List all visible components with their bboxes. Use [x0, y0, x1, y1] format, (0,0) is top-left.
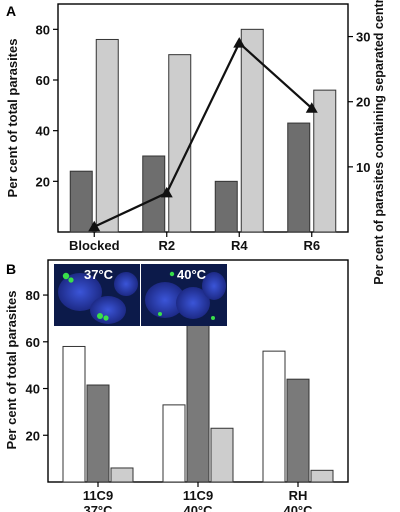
x-tick-label: R6	[303, 238, 320, 253]
y2-tick-label: 20	[356, 95, 370, 110]
y-tick-label: 20	[36, 174, 50, 189]
fluorescence-inset: 37°C 40°C	[54, 264, 227, 326]
x-tick-label: Blocked	[69, 238, 120, 253]
panel-a-y-axis-label: Per cent of total parasites	[5, 39, 20, 198]
panel-b-y-axis-label: Per cent of total parasites	[4, 291, 19, 450]
panel-b-left-axis-ticks: 20 40 60 80	[26, 288, 48, 443]
bar-b-s1-1	[186, 324, 210, 483]
inset-right-label: 40°C	[177, 267, 207, 282]
inset-centrosome-spot	[62, 272, 70, 280]
bar-b-s2-2	[310, 469, 334, 483]
bar-b-s0-2	[262, 350, 286, 483]
y-tick-label: 80	[36, 22, 50, 37]
inset-left-label: 37°C	[84, 267, 114, 282]
bar-b-s2-1	[210, 427, 234, 483]
x-tick-label: 40°C	[283, 503, 313, 512]
y-tick-label: 60	[26, 335, 40, 350]
y-tick-label: 20	[26, 428, 40, 443]
x-tick-label: RH	[289, 488, 308, 503]
bar-b-s1-2	[286, 378, 310, 483]
x-tick-label: 11C9	[183, 488, 213, 503]
inset-nucleus	[145, 282, 185, 318]
bar-b-s2-0	[110, 467, 134, 483]
inset-centrosome-spot	[68, 277, 74, 283]
inset-centrosome-spot	[97, 313, 103, 319]
panel-a-y2-axis-label: Per cent of parasites containing separat…	[372, 0, 386, 285]
bar-a-s1-1	[168, 54, 192, 233]
panel-a-x-tick-labels: Blocked R2 R4 R6	[69, 232, 320, 253]
x-tick-label: 40°C	[183, 503, 213, 512]
panel-b-bars	[62, 324, 334, 483]
bar-a-s0-2	[214, 180, 238, 233]
inset-centrosome-spot	[211, 316, 215, 320]
inset-nucleus	[90, 296, 126, 324]
panel-a-right-axis-ticks: 10 20 30	[348, 30, 370, 175]
y-tick-label: 40	[26, 382, 40, 397]
inset-nucleus	[202, 272, 226, 300]
panel-a-chart: 20 40 60 80 10 20 30 Blocked R2 R4 R6 Per cent o…	[5, 0, 386, 285]
x-tick-label: R2	[158, 238, 175, 253]
panel-a-plot-frame	[57, 3, 349, 233]
y2-tick-label: 30	[356, 30, 370, 45]
x-tick-label: 37°C	[83, 503, 113, 512]
bar-b-s0-1	[162, 404, 186, 483]
panel-a-centrosome-line	[93, 41, 313, 228]
bar-a-s0-1	[142, 155, 166, 233]
bar-a-s0-0	[69, 170, 93, 233]
line-marker-2	[233, 37, 246, 48]
y-tick-label: 40	[36, 124, 50, 139]
line-marker-1	[160, 186, 173, 198]
inset-centrosome-spot	[169, 271, 175, 277]
inset-nucleus	[114, 272, 138, 296]
bar-a-s0-3	[287, 122, 311, 233]
y2-tick-label: 10	[356, 160, 370, 175]
bar-a-s1-2	[240, 28, 264, 233]
panel-a-bars	[69, 28, 337, 233]
x-tick-label: 11C9	[83, 488, 113, 503]
panel-a-label: A	[6, 3, 16, 19]
panel-a-left-axis-ticks: 20 40 60 80	[36, 22, 58, 189]
panel-b-label: B	[6, 261, 16, 277]
bar-a-s1-0	[95, 38, 119, 233]
line-marker-3	[305, 102, 318, 113]
inset-centrosome-spot	[158, 312, 162, 316]
panel-a-line-markers	[88, 37, 318, 232]
line-marker-0	[88, 220, 101, 232]
inset-nucleus	[58, 273, 102, 311]
bar-a-s1-3	[313, 89, 337, 233]
bar-b-s0-0	[62, 345, 86, 483]
x-tick-label: R4	[231, 238, 248, 253]
inset-nucleus	[176, 287, 210, 319]
bar-b-s1-0	[86, 384, 110, 483]
y-tick-label: 80	[26, 288, 40, 303]
inset-centrosome-spot	[103, 315, 109, 321]
y-tick-label: 60	[36, 73, 50, 88]
